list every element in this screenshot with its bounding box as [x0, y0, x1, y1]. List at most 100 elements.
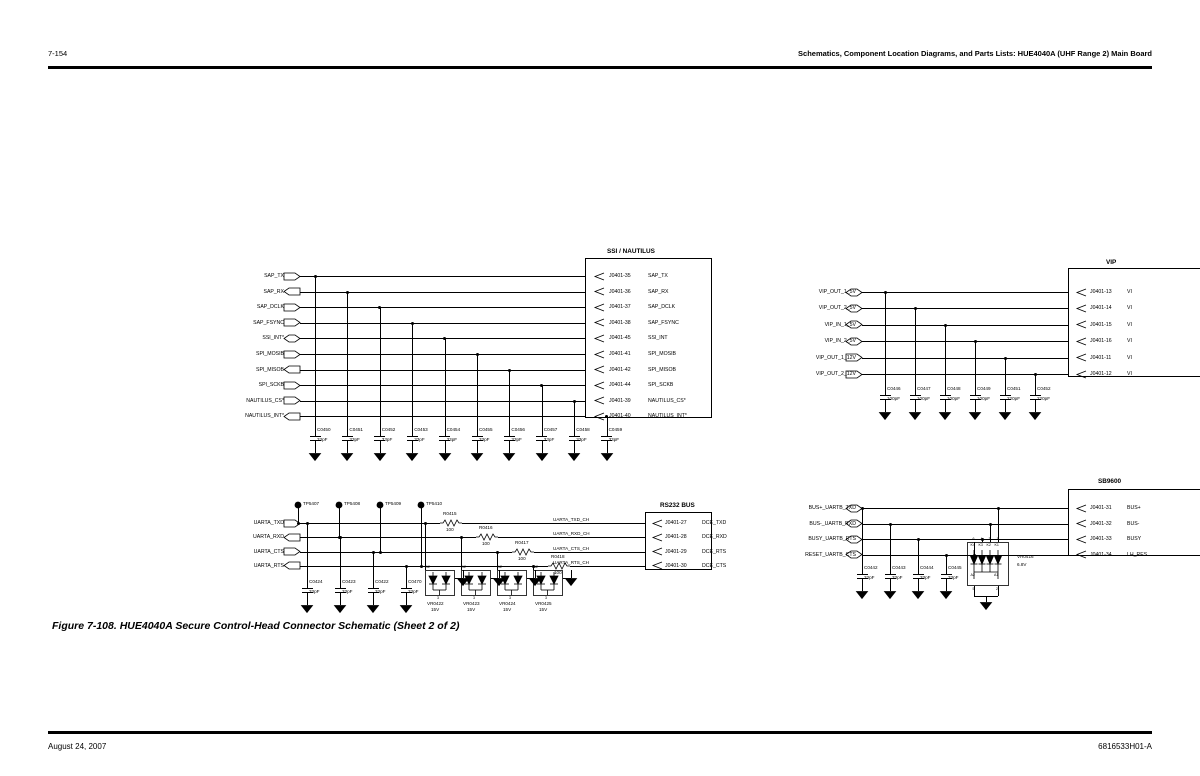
sb9600-block-title: SB9600: [1098, 478, 1122, 485]
capacitor-ref: C0442: [864, 565, 878, 570]
wire-v: [307, 570, 308, 588]
ground-symbol: [405, 453, 419, 462]
connector-pin-name: SPI_MOSIB: [648, 351, 676, 357]
connector-pin-number: J0401-40: [609, 413, 631, 420]
signal-label-sap-fsync: SAP_FSYNC: [253, 319, 284, 326]
connector-pin-name: SPI_SCKB: [648, 382, 674, 389]
varistor-package: [425, 570, 455, 596]
signal-label-sap-dclk: SAP_DCLK: [256, 304, 284, 311]
rs232-net-label: UARTA_RXD_CH: [553, 531, 590, 537]
wire-v: [1005, 398, 1006, 412]
cap-plate: [309, 436, 321, 437]
cap-stub: [1005, 357, 1006, 377]
cap-plate: [334, 588, 346, 589]
capacitor-value: 33pF: [309, 588, 320, 594]
wire-v: [1005, 377, 1006, 395]
wire-v: [1035, 377, 1036, 395]
net-wire: [300, 322, 585, 324]
wire-h: [455, 578, 463, 579]
cap-stub: [862, 508, 863, 556]
varistor-array-pin-name: A2: [970, 573, 975, 577]
rs232-net-label: UARTA_RTS_CH: [553, 559, 589, 565]
port-symbol-sap-rx: [283, 287, 301, 296]
resistor-symbol: [440, 519, 462, 527]
wire-v: [975, 398, 976, 412]
capacitor-ref: C0457: [543, 427, 558, 432]
port-symbol-uarta_rts: [283, 561, 301, 570]
varistor-pin-top: 12: [426, 565, 430, 569]
varistor-ref: VR0423: [463, 601, 480, 606]
connector-pin-number: J0401-12: [1090, 371, 1112, 377]
capacitor-value: 33pF: [608, 436, 620, 442]
wire-h: [491, 578, 499, 579]
varistor-stub: [497, 551, 498, 570]
varistor-array-ref: VR0416: [1017, 554, 1034, 559]
cap-stub: [340, 537, 341, 570]
wire-v: [945, 377, 946, 395]
cap-plate: [374, 436, 386, 437]
wire-v: [862, 556, 863, 574]
wire-v: [862, 577, 863, 591]
net-wire: [300, 551, 512, 553]
signal-label-bus--uartb-rxd: BUS-_UARTB_RXD: [809, 520, 856, 527]
capacitor-ref: C0450: [317, 427, 331, 432]
cap-stub: [915, 308, 916, 377]
connector-pin-name: SAP_TX: [648, 273, 668, 279]
wire-v: [444, 418, 446, 436]
capacitor-ref: C0458: [576, 427, 590, 432]
resistor-symbol: [476, 533, 498, 542]
net-wire: [300, 338, 585, 340]
port-symbol-sap-tx: [283, 272, 301, 280]
ground-symbol: [300, 605, 314, 614]
ground-symbol: [456, 578, 470, 587]
test-point-label: TP5410: [426, 501, 443, 506]
capacitor-ref: C0451: [349, 427, 363, 432]
connector-pin-number: J0401-39: [609, 397, 631, 404]
port-symbol-spi-sckb: [283, 381, 301, 390]
varistor-pin-bottom: 3: [473, 596, 475, 600]
ground-symbol: [883, 591, 897, 600]
signal-label-reset-uartb-cts: RESET_UARTB_CTS: [805, 551, 856, 558]
ground-symbol: [438, 453, 451, 462]
signal-label-vip-out-1-5v: VIP_OUT_1_5V: [818, 289, 856, 295]
junction-dot: [296, 522, 300, 525]
cap-plate: [1029, 395, 1041, 396]
connector-pin-name: VI: [1127, 321, 1132, 328]
connector-pin-number: J0401-32: [1090, 520, 1112, 527]
capacitor-value: 33pF: [349, 436, 360, 442]
capacitor-value: 33pF: [408, 588, 419, 594]
cap-stub: [606, 416, 608, 418]
net-wire: [300, 537, 476, 539]
signal-label-vip-in-2-5v: VIP_IN_2_5V: [824, 338, 856, 345]
capacitor-value: 33pF: [381, 436, 393, 442]
varistor-array-pin-name: A1: [994, 573, 999, 577]
signal-label-sap-tx: SAP_TX: [264, 273, 284, 279]
wire-v: [509, 439, 511, 453]
ground-symbol: [908, 412, 922, 421]
ground-symbol: [470, 453, 484, 462]
wire-v: [340, 570, 341, 588]
capacitor-ref: C0451: [1007, 386, 1021, 391]
rs232-net-label: UARTA_CTS_CH: [553, 545, 590, 551]
net-wire: [300, 354, 585, 355]
rs232-net-label: UARTA_TXD_CH: [553, 517, 590, 522]
varistor-pin-bottom: 3: [545, 596, 547, 600]
resistor-value: 100: [446, 527, 454, 532]
connector-pin-name: VI: [1127, 371, 1132, 377]
net-wire: [300, 291, 585, 293]
ground-symbol: [308, 453, 322, 462]
wire-v: [571, 570, 572, 578]
wire-v: [535, 570, 536, 578]
capacitor-value: 33pF: [511, 436, 522, 442]
testpoint-riser: [298, 505, 299, 523]
capacitor-ref: C0454: [446, 427, 461, 432]
cap-stub: [444, 338, 446, 418]
wire-v: [918, 577, 919, 591]
signal-label-nautilus-cs-: NAUTILUS_CS*: [246, 397, 284, 404]
varistor-array-pin-name: K4: [970, 543, 975, 547]
varistor-array-stub: [998, 508, 999, 542]
connector-pin-number: J0401-44: [609, 382, 631, 389]
port-symbol-uarta_rxd: [283, 533, 301, 542]
cap-plate: [568, 436, 580, 437]
capacitor-value: 33pF: [920, 574, 931, 580]
